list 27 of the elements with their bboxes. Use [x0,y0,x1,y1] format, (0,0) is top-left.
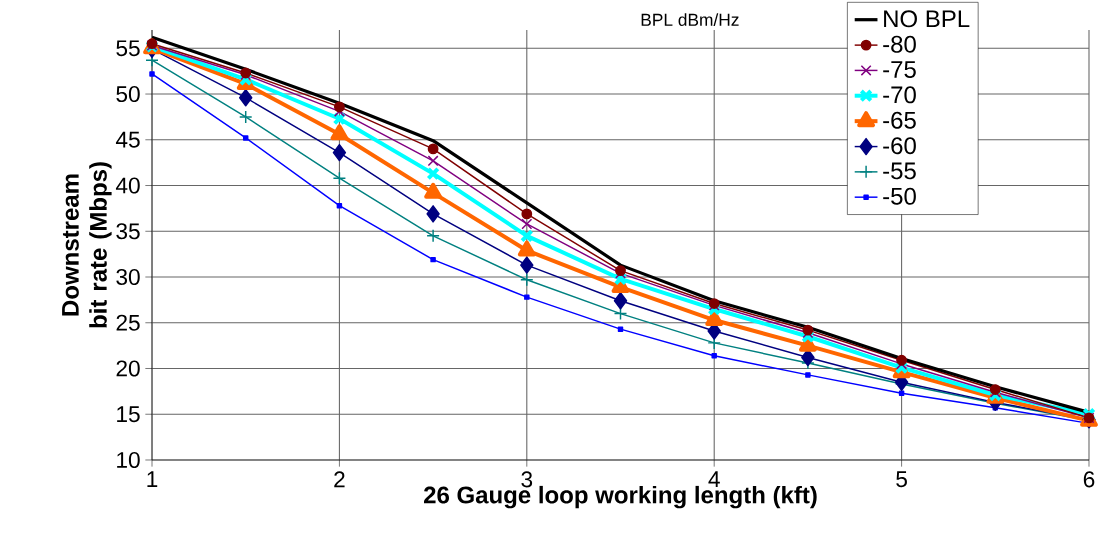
y-tick-label: 20 [116,360,140,377]
y-tick-label: 25 [116,314,140,331]
x-axis-title: 26 Gauge loop working length (kft) [424,485,817,509]
legend-title: BPL dBm/Hz [641,13,739,26]
y-tick-label: 50 [116,86,140,103]
legend-label: -60 [883,137,916,155]
y-tick-label: 40 [115,177,140,194]
x-tick-label: 1 [147,471,158,487]
y-tick-label: 30 [116,268,140,286]
x-tick-label: 4 [708,471,720,487]
y-axis-title: Downstream bit rate (Mbps) [62,162,112,328]
x-tick-label: 5 [896,471,907,488]
y-tick-label: 35 [116,223,140,240]
legend-label: -75 [883,61,916,78]
y-tick-label: 15 [117,406,140,423]
legend-label: -65 [883,111,916,129]
x-tick-label: 6 [1083,471,1095,488]
y-tick-label: 45 [115,131,140,148]
legend-label: NO BPL [884,10,970,28]
y-tick-label: 10 [117,451,140,469]
legend-label: -55 [883,162,916,180]
x-tick-label: 2 [334,471,345,488]
x-tick-label: 3 [521,471,533,488]
legend-label: -70 [883,86,916,104]
y-tick-label: 55 [116,40,140,57]
legend-label: -80 [883,35,916,53]
legend-label: -50 [883,187,916,205]
